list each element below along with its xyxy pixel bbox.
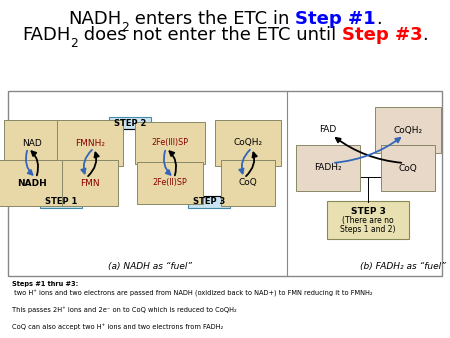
Text: FMNH₂: FMNH₂ [75,139,105,147]
Text: two H⁺ ions and two electrons are passed from NADH (oxidized back to NAD+) to FM: two H⁺ ions and two electrons are passed… [12,290,373,297]
FancyBboxPatch shape [109,117,151,129]
Text: FAD: FAD [320,125,337,135]
FancyBboxPatch shape [188,196,230,208]
Text: CoQ: CoQ [399,164,418,172]
Text: (There are no: (There are no [342,216,394,224]
Text: STEP 2: STEP 2 [114,119,146,127]
Text: FADH: FADH [22,26,70,45]
Text: Steps 1 and 2): Steps 1 and 2) [340,224,396,234]
Text: Step #3: Step #3 [342,26,423,45]
Text: .: . [376,9,382,28]
Text: NADH: NADH [17,178,47,188]
Text: 2Fe(II)SP: 2Fe(II)SP [153,178,187,188]
Text: CoQ can also accept two H⁺ ions and two electrons from FADH₂: CoQ can also accept two H⁺ ions and two … [12,323,223,330]
Text: This passes 2H⁺ ions and 2e⁻ on to CoQ which is reduced to CoQH₂: This passes 2H⁺ ions and 2e⁻ on to CoQ w… [12,307,237,313]
Text: 2: 2 [70,38,78,50]
FancyBboxPatch shape [8,91,442,276]
Text: STEP 3: STEP 3 [351,207,386,216]
Text: does not enter the ETC until: does not enter the ETC until [78,26,342,45]
Text: STEP 1: STEP 1 [45,197,77,207]
Text: enters the ETC in: enters the ETC in [129,9,295,28]
Text: Step #1: Step #1 [295,9,376,28]
Text: (b) FADH₂ as “fuel”: (b) FADH₂ as “fuel” [360,262,446,271]
Text: 2: 2 [122,21,129,33]
Text: STEP 3: STEP 3 [193,197,225,207]
Text: 2Fe(III)SP: 2Fe(III)SP [152,139,189,147]
Text: FADH₂: FADH₂ [314,164,342,172]
Text: (a) NADH as “fuel”: (a) NADH as “fuel” [108,262,192,271]
Text: CoQ: CoQ [238,178,257,188]
FancyBboxPatch shape [40,196,82,208]
Text: NADH: NADH [68,9,122,28]
Text: Steps #1 thru #3:: Steps #1 thru #3: [12,281,78,287]
FancyBboxPatch shape [327,201,409,239]
Text: CoQH₂: CoQH₂ [393,125,423,135]
Text: NAD: NAD [22,139,42,147]
Text: FMN: FMN [80,178,100,188]
Text: CoQH₂: CoQH₂ [234,139,262,147]
Text: .: . [423,26,428,45]
